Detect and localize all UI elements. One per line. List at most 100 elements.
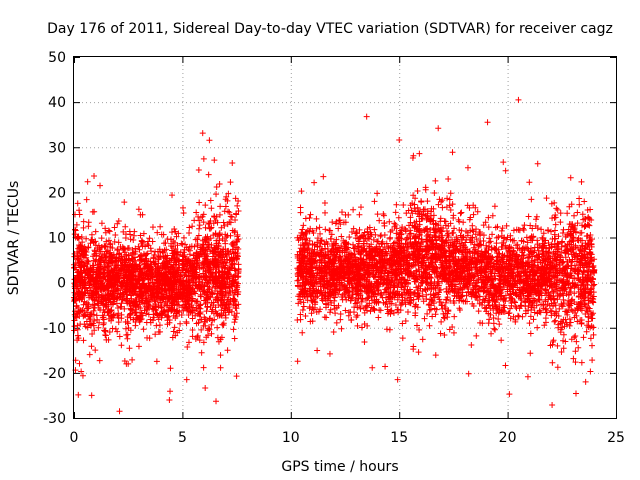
data-point [432, 352, 439, 359]
data-point [200, 155, 207, 162]
data-point [449, 149, 456, 156]
y-tick-label: -10 [43, 321, 66, 337]
data-point [527, 350, 534, 357]
data-point [230, 326, 237, 333]
data-point [445, 176, 452, 183]
data-point [574, 209, 581, 216]
data-point [520, 225, 527, 232]
data-point [485, 320, 492, 327]
data-point [527, 313, 534, 320]
data-point [95, 324, 102, 331]
data-point [91, 172, 98, 179]
data-point [143, 319, 150, 326]
x-axis-label: GPS time / hours [281, 459, 398, 475]
y-tick-label: 10 [48, 231, 66, 247]
data-point [122, 223, 129, 230]
data-point [85, 244, 92, 251]
data-point [554, 364, 561, 371]
data-point [212, 304, 219, 311]
data-point [424, 198, 431, 205]
data-point [234, 202, 241, 209]
data-point [587, 335, 594, 342]
data-point [458, 209, 465, 216]
data-point [189, 223, 196, 230]
data-point [106, 329, 113, 336]
data-point [123, 332, 130, 339]
data-point [549, 359, 556, 366]
data-point [554, 206, 561, 213]
data-point [376, 217, 383, 224]
x-tick-label: 15 [390, 430, 408, 446]
data-point [322, 209, 329, 216]
data-point [475, 308, 482, 315]
data-point [191, 217, 198, 224]
data-point [169, 192, 176, 199]
data-point [506, 391, 513, 398]
data-point [180, 234, 187, 241]
y-tick-label: 30 [48, 140, 66, 156]
data-point [115, 217, 122, 224]
data-point [447, 190, 454, 197]
data-point [470, 211, 477, 218]
data-point [543, 195, 550, 202]
x-tick-label: 5 [178, 430, 187, 446]
data-point [306, 214, 313, 221]
data-point [96, 319, 103, 326]
data-points [71, 96, 598, 415]
data-point [101, 327, 108, 334]
data-point [395, 214, 402, 221]
data-point [92, 228, 99, 235]
data-point [300, 222, 307, 229]
data-point [88, 343, 95, 350]
data-point [106, 228, 113, 235]
data-point [298, 188, 305, 195]
data-point [581, 198, 588, 205]
y-tick-label: 40 [48, 95, 66, 111]
data-point [122, 325, 129, 332]
data-point [451, 313, 458, 320]
data-point [115, 319, 122, 326]
data-point [196, 217, 203, 224]
data-point [502, 167, 509, 174]
data-point [146, 235, 153, 242]
data-point [76, 211, 83, 218]
data-point [386, 326, 393, 333]
data-point [219, 321, 226, 328]
data-point [224, 347, 231, 354]
data-point [213, 184, 220, 191]
data-point [354, 304, 361, 311]
data-point [337, 316, 344, 323]
data-point [346, 233, 353, 240]
y-axis-label: SDTVAR / TECUs [6, 181, 22, 296]
data-point [184, 344, 191, 351]
data-point [338, 325, 345, 332]
data-point [116, 333, 123, 340]
data-point [213, 310, 220, 317]
data-point [524, 373, 531, 380]
y-tick-label: 50 [48, 50, 66, 66]
data-point [587, 231, 594, 238]
data-point [105, 237, 112, 244]
data-point [226, 209, 233, 216]
data-point [80, 218, 87, 225]
data-point [337, 311, 344, 318]
data-point [216, 181, 223, 188]
data-point [74, 200, 81, 207]
data-point [496, 321, 503, 328]
chart-title: Day 176 of 2011, Sidereal Day-to-day VTE… [47, 21, 613, 37]
data-point [102, 332, 109, 339]
data-point [153, 322, 160, 329]
data-point [193, 209, 200, 216]
data-point [195, 232, 202, 239]
x-tick-label: 20 [499, 430, 517, 446]
data-point [189, 315, 196, 322]
data-point [333, 319, 340, 326]
data-point [357, 305, 364, 312]
data-point [326, 350, 333, 357]
data-point [206, 137, 213, 144]
data-point [111, 238, 118, 245]
data-point [114, 220, 121, 227]
data-point [75, 391, 82, 398]
